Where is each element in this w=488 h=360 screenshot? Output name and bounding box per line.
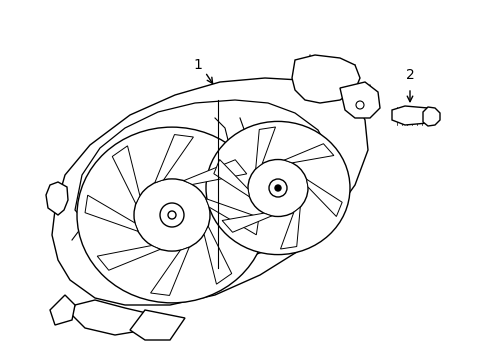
Polygon shape <box>391 106 432 125</box>
Polygon shape <box>130 310 184 340</box>
Ellipse shape <box>268 179 286 197</box>
Polygon shape <box>339 82 379 118</box>
Polygon shape <box>97 246 160 270</box>
Circle shape <box>355 101 363 109</box>
Polygon shape <box>50 295 75 325</box>
Polygon shape <box>72 300 155 335</box>
Polygon shape <box>222 213 271 232</box>
Polygon shape <box>52 75 367 305</box>
Ellipse shape <box>160 203 183 227</box>
Polygon shape <box>280 207 300 249</box>
Ellipse shape <box>134 179 209 251</box>
Polygon shape <box>255 127 275 169</box>
Polygon shape <box>112 146 140 204</box>
Ellipse shape <box>274 185 281 191</box>
Ellipse shape <box>168 211 176 219</box>
Ellipse shape <box>77 127 266 303</box>
Polygon shape <box>150 247 189 296</box>
Polygon shape <box>306 179 342 216</box>
Text: 1: 1 <box>193 58 202 72</box>
Text: 2: 2 <box>405 68 413 82</box>
Ellipse shape <box>205 121 349 255</box>
Polygon shape <box>213 159 249 197</box>
Ellipse shape <box>247 159 307 216</box>
Polygon shape <box>183 160 246 184</box>
Polygon shape <box>205 199 259 235</box>
Polygon shape <box>85 195 138 231</box>
Polygon shape <box>154 135 193 183</box>
Polygon shape <box>284 144 333 163</box>
Polygon shape <box>46 182 68 215</box>
Polygon shape <box>75 100 331 268</box>
Polygon shape <box>422 107 439 126</box>
Polygon shape <box>291 55 359 103</box>
Polygon shape <box>203 226 231 284</box>
